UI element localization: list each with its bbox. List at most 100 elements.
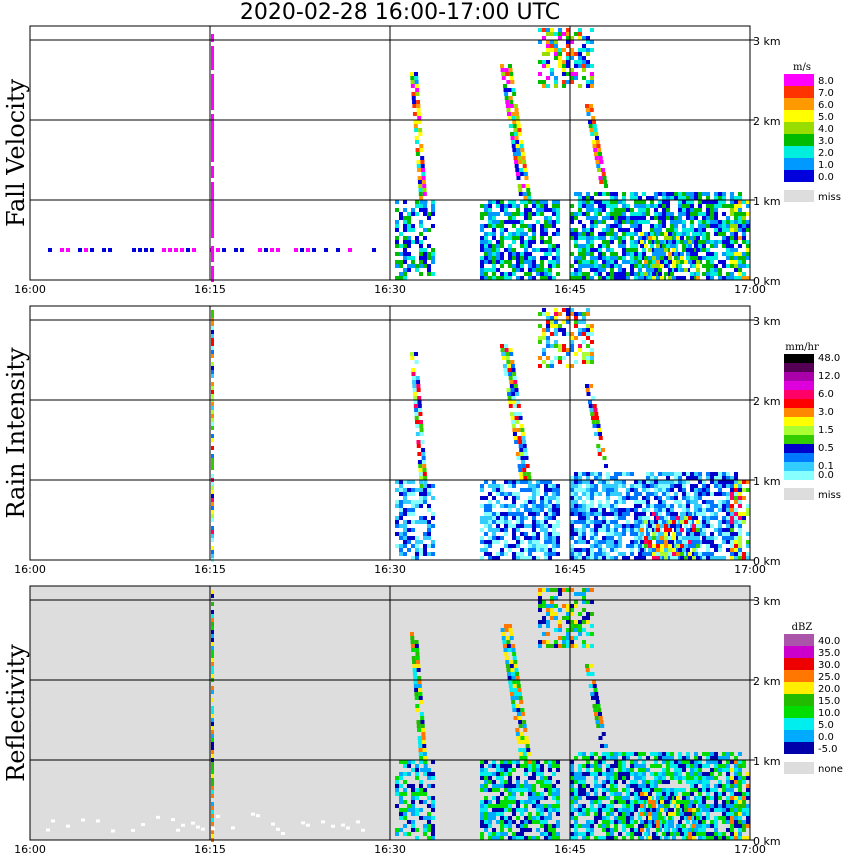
echo-cell <box>411 760 415 764</box>
echo-cell <box>524 736 529 740</box>
legend-label: 15.0 <box>818 696 840 707</box>
echo-cell <box>602 548 606 552</box>
echo-cell <box>395 260 399 264</box>
echo-cell <box>512 556 516 560</box>
echo-cell <box>680 528 684 532</box>
echo-cell <box>578 480 582 484</box>
echo-cell <box>722 224 726 228</box>
echo-cell <box>614 256 618 260</box>
echo-cell <box>578 612 582 616</box>
echo-cell <box>180 248 184 252</box>
echo-cell <box>520 200 524 204</box>
echo-cell <box>696 556 700 560</box>
echo-cell <box>518 748 523 752</box>
echo-cell <box>654 780 658 784</box>
echo-cell <box>726 492 730 496</box>
echo-cell <box>412 104 417 108</box>
echo-cell <box>524 772 528 776</box>
echo-cell <box>427 268 431 272</box>
echo-cell <box>602 780 606 784</box>
echo-cell <box>718 832 722 836</box>
echo-cell <box>508 816 512 820</box>
echo-cell <box>730 508 734 512</box>
echo-cell <box>662 492 666 496</box>
echo-cell <box>597 168 601 172</box>
echo-cell <box>722 236 726 240</box>
echo-cell <box>550 588 554 592</box>
echo-cell <box>622 512 626 516</box>
echo-cell <box>656 556 660 560</box>
echo-cell <box>630 780 634 784</box>
echo-cell <box>610 248 614 252</box>
echo-cell <box>528 788 532 792</box>
echo-cell <box>590 756 594 760</box>
echo-cell <box>488 544 492 548</box>
echo-cell <box>668 276 672 280</box>
echo-cell <box>548 784 552 788</box>
echo-cell <box>222 248 226 252</box>
legend-missing-label: miss <box>818 192 841 203</box>
echo-cell <box>582 212 586 216</box>
echo-cell <box>626 524 630 528</box>
echo-cell <box>706 492 710 496</box>
echo-cell <box>211 714 214 718</box>
echo-cell <box>427 504 431 508</box>
echo-cell <box>514 132 518 136</box>
echo-cell <box>595 700 600 704</box>
echo-cell <box>570 480 574 484</box>
echo-cell <box>415 656 420 660</box>
echo-cell <box>682 192 686 196</box>
echo-cell <box>638 220 642 224</box>
echo-cell <box>516 832 520 836</box>
echo-cell <box>484 524 488 528</box>
echo-cell <box>690 496 694 500</box>
echo-cell <box>746 532 750 536</box>
echo-cell <box>508 492 512 496</box>
echo-cell <box>738 236 742 240</box>
echo-cell <box>698 760 702 764</box>
echo-cell <box>738 208 742 212</box>
echo-cell <box>734 824 738 828</box>
echo-cell <box>598 476 602 480</box>
echo-cell <box>650 484 654 488</box>
echo-cell <box>690 220 694 224</box>
echo-cell <box>640 812 644 816</box>
echo-cell <box>513 128 518 132</box>
echo-cell <box>505 100 510 104</box>
echo-cell <box>504 504 508 508</box>
echo-cell <box>554 340 558 344</box>
echo-cell <box>570 784 574 788</box>
echo-cell <box>211 506 214 510</box>
echo-cell <box>690 532 694 536</box>
echo-cell <box>574 216 578 220</box>
legend-label: 2.0 <box>818 148 834 159</box>
echo-cell <box>558 624 562 628</box>
echo-cell <box>582 60 586 64</box>
echo-cell <box>598 836 602 840</box>
plot-frame <box>29 305 751 561</box>
echo-cell <box>674 776 678 780</box>
echo-cell <box>594 716 599 720</box>
echo-cell <box>694 228 698 232</box>
echo-cell <box>415 704 420 708</box>
echo-cell <box>692 544 696 548</box>
echo-cell <box>480 504 484 508</box>
echo-cell <box>660 544 664 548</box>
echo-cell <box>427 552 431 556</box>
echo-cell <box>536 828 540 832</box>
echo-cell <box>718 232 722 236</box>
echo-cell <box>676 236 680 240</box>
echo-cell <box>513 716 518 720</box>
echo-cell <box>670 824 674 828</box>
echo-cell <box>656 260 660 264</box>
echo-cell <box>508 372 513 376</box>
echo-cell <box>694 492 698 496</box>
echo-cell <box>211 514 214 518</box>
echo-cell <box>421 460 426 464</box>
echo-cell <box>528 760 532 764</box>
echo-cell <box>508 804 512 808</box>
echo-cell <box>550 68 554 72</box>
echo-cell <box>582 76 586 80</box>
echo-cell <box>512 216 516 220</box>
echo-cell <box>516 684 521 688</box>
